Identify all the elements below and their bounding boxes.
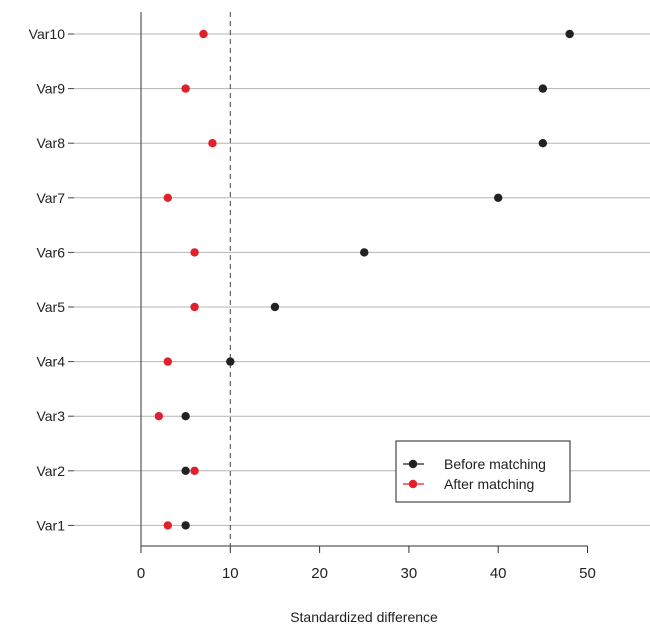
x-tick-label-20: 20: [311, 565, 328, 582]
legend-marker: [408, 459, 418, 469]
x-axis-ticks: 0 10 20 30 40 50: [137, 546, 596, 582]
x-tick-label-30: 30: [401, 565, 418, 582]
y-tick-label-var3: Var3: [36, 408, 65, 424]
y-tick-label-var2: Var2: [36, 463, 65, 479]
y-tick-label-var7: Var7: [36, 190, 65, 206]
y-tick-label-var8: Var8: [36, 135, 65, 151]
y-tick-label-var5: Var5: [36, 299, 65, 315]
y-tick-label-var1: Var1: [36, 517, 65, 533]
legend: Before matching After matching: [395, 440, 571, 503]
x-tick-label-50: 50: [579, 565, 596, 582]
legend-box: [395, 440, 571, 503]
axes: [68, 12, 588, 547]
data-points: [154, 29, 574, 530]
x-tick-label-40: 40: [490, 565, 507, 582]
y-tick-label-var6: Var6: [36, 244, 65, 260]
legend-label-before: Before matching: [444, 456, 546, 472]
y-tick-label-var9: Var9: [36, 81, 65, 97]
legend-label-after: After matching: [444, 476, 534, 492]
y-tick-label-var10: Var10: [29, 26, 66, 42]
y-tick-labels: Var1 Var2 Var3 Var4 Var5 Var6 Var7 Var8 Var9 Var1…: [29, 26, 66, 533]
x-tick-label-0: 0: [137, 565, 145, 582]
x-tick-label-10: 10: [222, 565, 239, 582]
y-tick-label-var4: Var4: [36, 354, 65, 370]
x-axis-label: Standardized difference: [290, 609, 438, 625]
legend-marker: [408, 479, 418, 489]
